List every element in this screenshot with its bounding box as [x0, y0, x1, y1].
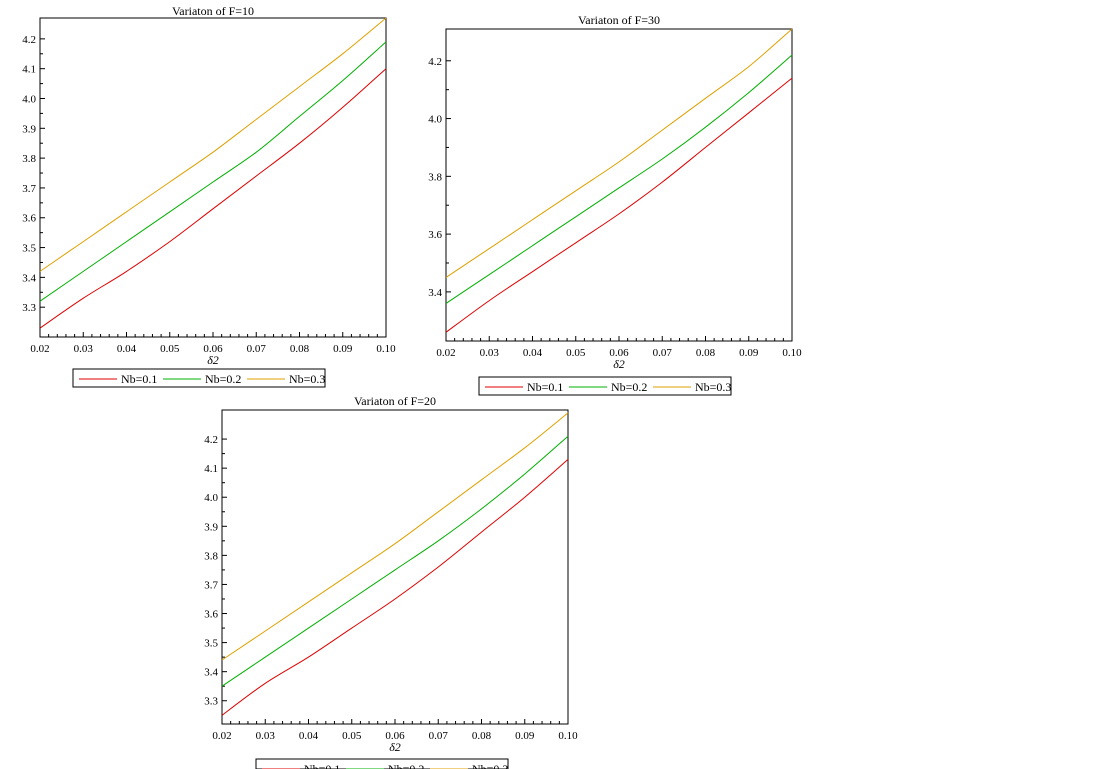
- plot-frame: [221, 409, 569, 725]
- series-line-nb3: [445, 28, 793, 278]
- x-tick-label: 0.09: [515, 730, 535, 742]
- chart-title: Variaton of F=20: [354, 394, 436, 408]
- series-line-nb2: [39, 41, 387, 302]
- series-line-nb3: [221, 412, 569, 661]
- chart-title: Variaton of F=10: [172, 4, 254, 18]
- series-line-nb3: [39, 17, 387, 272]
- y-tick-label: 3.5: [22, 243, 36, 255]
- legend-label-nb1: Nb=0.1: [121, 372, 157, 386]
- y-tick-label: 3.3: [22, 302, 36, 314]
- x-tick-label: 0.08: [472, 730, 492, 742]
- y-tick-label: 3.3: [204, 696, 218, 708]
- x-tick-label: 0.04: [117, 343, 137, 355]
- x-tick-label: 0.08: [290, 343, 310, 355]
- x-tick-label: 0.02: [436, 347, 455, 359]
- legend-label-nb2: Nb=0.2: [388, 762, 424, 769]
- legend-box: [72, 368, 326, 388]
- y-tick-label: 4.0: [428, 114, 442, 126]
- x-tick-label: 0.03: [74, 343, 94, 355]
- x-tick-label: 0.07: [653, 347, 673, 359]
- y-tick-label: 3.6: [428, 229, 442, 241]
- x-tick-label: 0.02: [212, 730, 231, 742]
- x-tick-label: 0.06: [385, 730, 405, 742]
- y-tick-label: 4.1: [22, 64, 36, 76]
- legend-label-nb3: Nb=0.3: [472, 762, 508, 769]
- y-tick-label: 3.8: [22, 153, 36, 165]
- x-tick-label: 0.08: [696, 347, 716, 359]
- legend-label-nb1: Nb=0.1: [527, 380, 563, 394]
- y-tick-label: 4.0: [204, 492, 218, 504]
- y-tick-label: 3.6: [204, 609, 218, 621]
- x-tick-label: 0.05: [566, 347, 586, 359]
- series-line-nb1: [221, 459, 569, 716]
- legend: Nb=0.1 Nb=0.2 Nb=0.3: [255, 758, 509, 769]
- y-tick-label: 3.9: [204, 521, 218, 533]
- y-tick-label: 3.6: [22, 213, 36, 225]
- x-tick-label: 0.05: [342, 730, 362, 742]
- chart-panel-2: Variaton of F=30 3.4 3.6 3.8 4.0 4.2 0.02 0.03 0…: [428, 13, 802, 396]
- y-tick-label: 3.4: [428, 287, 442, 299]
- x-tick-label: 0.10: [782, 347, 802, 359]
- legend-label-nb2: Nb=0.2: [611, 380, 647, 394]
- legend: Nb=0.1 Nb=0.2 Nb=0.3: [72, 368, 326, 388]
- series-line-nb2: [221, 435, 569, 687]
- legend-box: [255, 758, 509, 769]
- chart-panel-1: Variaton of F=10 3.3 3.4 3.5 3.6 3.7 3.8 3.9 4.0…: [22, 4, 396, 388]
- legend-label-nb3: Nb=0.3: [289, 372, 325, 386]
- x-tick-label: 0.07: [429, 730, 449, 742]
- y-tick-label: 4.2: [22, 34, 36, 46]
- x-tick-label: 0.06: [203, 343, 223, 355]
- x-tick-label: 0.10: [376, 343, 396, 355]
- y-tick-label: 4.1: [204, 463, 218, 475]
- x-axis-label: δ2: [613, 357, 625, 371]
- y-tick-label: 3.5: [204, 638, 218, 650]
- legend: Nb=0.1 Nb=0.2 Nb=0.3: [478, 376, 732, 396]
- y-tick-label: 3.8: [428, 171, 442, 183]
- chart-panel-3: Variaton of F=20 3.3 3.4 3.5 3.6 3.7 3.8 3.9 4.0…: [204, 394, 578, 769]
- legend-label-nb1: Nb=0.1: [304, 762, 340, 769]
- x-tick-label: 0.04: [299, 730, 319, 742]
- y-tick-label: 3.8: [204, 550, 218, 562]
- y-tick-label: 3.7: [22, 183, 36, 195]
- y-tick-label: 3.9: [22, 123, 36, 135]
- x-tick-label: 0.04: [523, 347, 543, 359]
- x-tick-label: 0.07: [247, 343, 267, 355]
- series-line-nb1: [445, 77, 793, 333]
- x-axis-label: δ2: [207, 353, 219, 367]
- y-tick-label: 3.4: [22, 272, 36, 284]
- y-tick-label: 3.7: [204, 579, 218, 591]
- x-tick-label: 0.05: [160, 343, 180, 355]
- legend-label-nb2: Nb=0.2: [205, 372, 241, 386]
- legend-label-nb3: Nb=0.3: [695, 380, 731, 394]
- x-tick-label: 0.03: [256, 730, 276, 742]
- x-tick-label: 0.09: [333, 343, 353, 355]
- chart-title: Variaton of F=30: [578, 13, 660, 27]
- legend-box: [478, 376, 732, 396]
- series-line-nb2: [445, 54, 793, 304]
- x-tick-label: 0.06: [609, 347, 629, 359]
- plot-frame: [39, 17, 387, 338]
- y-tick-label: 4.0: [22, 93, 36, 105]
- y-tick-label: 3.4: [204, 667, 218, 679]
- series-line-nb1: [39, 68, 387, 329]
- x-tick-label: 0.02: [30, 343, 49, 355]
- y-tick-label: 4.2: [428, 56, 442, 68]
- x-axis-label: δ2: [389, 740, 401, 754]
- x-tick-label: 0.09: [739, 347, 759, 359]
- y-tick-label: 4.2: [204, 434, 218, 446]
- x-tick-label: 0.10: [558, 730, 578, 742]
- x-tick-label: 0.03: [480, 347, 500, 359]
